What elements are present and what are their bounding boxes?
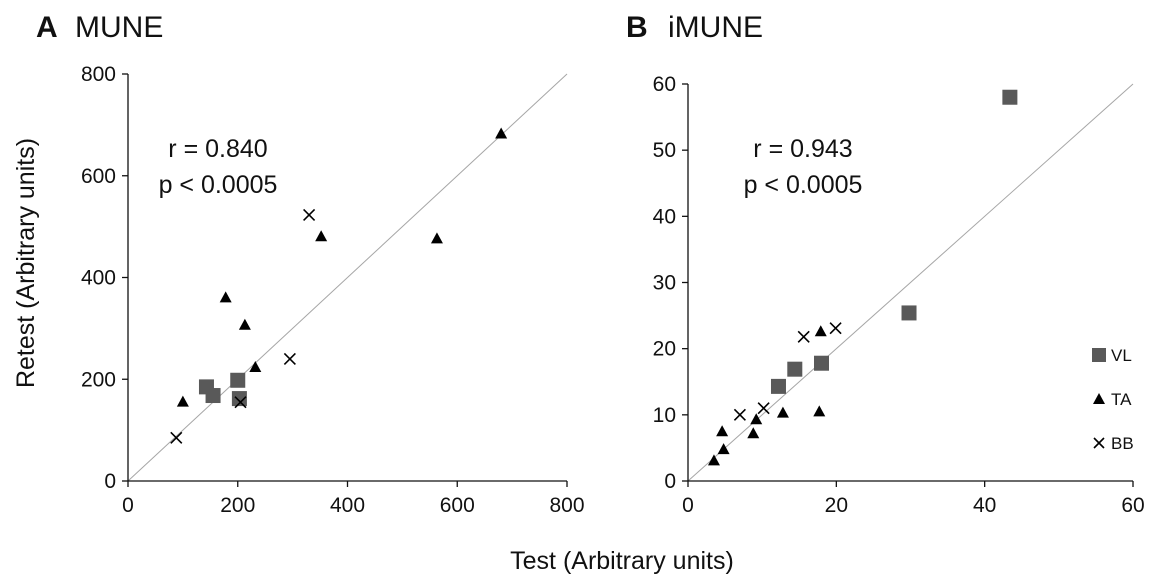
panel-b-letter: B <box>626 11 648 44</box>
panel-b-x-tick-label: 60 <box>1121 494 1144 517</box>
panel-a-x-tick-label: 400 <box>330 494 365 517</box>
panel-b-y-tick-label: 50 <box>653 139 676 162</box>
panel-b: B iMUNE r = 0.943 p < 0.0005 0 10 20 30 40 50… <box>626 11 1145 517</box>
panel-b-point-vl <box>814 355 829 371</box>
legend-item-bb: BB <box>1093 434 1134 453</box>
panel-b-point-bb <box>797 330 810 343</box>
legend: VL TA BB <box>1092 346 1134 453</box>
panel-b-stat-p: p < 0.0005 <box>744 171 863 199</box>
panel-a-point-ta <box>176 395 189 407</box>
panel-a-stat-r: r = 0.840 <box>168 135 267 163</box>
panel-a-x-tick-label: 0 <box>122 494 134 517</box>
panel-a-point-vl <box>205 388 221 404</box>
panel-a-stat-p: p < 0.0005 <box>159 171 278 199</box>
panel-b-y-tick-label: 40 <box>653 205 676 228</box>
panel-b-point-ta <box>813 405 826 417</box>
panel-a-point-bb <box>234 396 247 409</box>
panel-a-y-tick-label: 400 <box>81 267 116 290</box>
panel-b-point-ta <box>747 427 760 439</box>
panel-a-letter: A <box>36 11 58 44</box>
panel-b-point-ta <box>814 325 827 337</box>
panel-b-point-ta <box>707 454 720 466</box>
panel-b-point-vl <box>787 361 803 377</box>
legend-x-marker <box>1093 437 1105 449</box>
panel-b-identity-line <box>687 83 1134 482</box>
panel-a: A MUNE r = 0.840 p < 0.0005 0 200 400 600 80… <box>36 11 585 517</box>
panel-b-point-ta <box>776 406 789 418</box>
panel-a-y-tick-label: 0 <box>104 470 116 493</box>
legend-item-vl: VL <box>1092 346 1132 365</box>
panel-a-point-ta <box>430 232 443 244</box>
legend-label-ta: TA <box>1111 390 1132 409</box>
panel-b-point-ta <box>750 413 763 425</box>
panel-a-point-ta <box>249 361 262 373</box>
panel-b-x-tick-label: 40 <box>973 494 996 517</box>
legend-item-ta: TA <box>1093 390 1132 409</box>
panel-a-y-tick-label: 800 <box>81 63 116 86</box>
panel-a-x-tick-label: 200 <box>220 494 255 517</box>
panel-b-y-tick-label: 30 <box>653 272 676 295</box>
panel-a-x-tick-label: 600 <box>440 494 475 517</box>
panel-a-y-tick-label: 600 <box>81 165 116 188</box>
panel-a-plot-area: 0 200 400 600 800 0 200 400 600 800 <box>81 63 585 517</box>
panel-a-point-ta <box>315 230 328 242</box>
panel-a-point-bb <box>283 352 296 365</box>
panel-a-title: MUNE <box>75 11 163 44</box>
panel-b-point-bb <box>733 408 746 421</box>
panel-b-y-tick-label: 0 <box>664 470 676 493</box>
panel-a-point-ta <box>238 318 251 330</box>
panel-a-point-ta <box>495 127 508 139</box>
panel-a-x-tick-label: 800 <box>549 494 584 517</box>
panel-a-point-bb <box>303 208 316 221</box>
panel-b-x-tick-label: 0 <box>682 494 694 517</box>
panel-b-plot-area: 0 10 20 30 40 50 60 0 20 40 60 <box>653 73 1145 517</box>
panel-a-point-bb <box>170 431 183 444</box>
panel-a-y-tick-label: 200 <box>81 368 116 391</box>
panel-b-point-vl <box>1002 89 1018 105</box>
panel-a-point-vl <box>231 391 247 407</box>
panel-b-point-ta <box>716 425 729 437</box>
panel-a-point-ta <box>219 291 232 303</box>
panel-b-title: iMUNE <box>668 11 763 44</box>
legend-label-vl: VL <box>1111 346 1132 365</box>
panel-b-point-bb <box>829 322 842 335</box>
panel-b-stat-r: r = 0.943 <box>753 135 852 163</box>
legend-label-bb: BB <box>1111 434 1134 453</box>
panel-b-y-tick-label: 60 <box>653 73 676 96</box>
legend-square-marker <box>1092 348 1106 362</box>
panel-b-point-vl <box>770 378 786 394</box>
x-axis-title: Test (Arbitrary units) <box>510 547 734 575</box>
panel-b-x-tick-label: 20 <box>825 494 848 517</box>
panel-b-point-ta <box>717 443 730 455</box>
y-axis-title: Retest (Arbitrary units) <box>12 138 40 388</box>
panel-b-y-tick-label: 20 <box>653 338 676 361</box>
panel-b-y-tick-label: 10 <box>653 404 676 427</box>
legend-triangle-marker <box>1093 393 1105 404</box>
panel-a-identity-line <box>127 73 568 482</box>
panel-b-point-vl <box>901 305 917 321</box>
panel-b-point-bb <box>757 402 770 415</box>
panel-a-point-vl <box>230 372 246 388</box>
